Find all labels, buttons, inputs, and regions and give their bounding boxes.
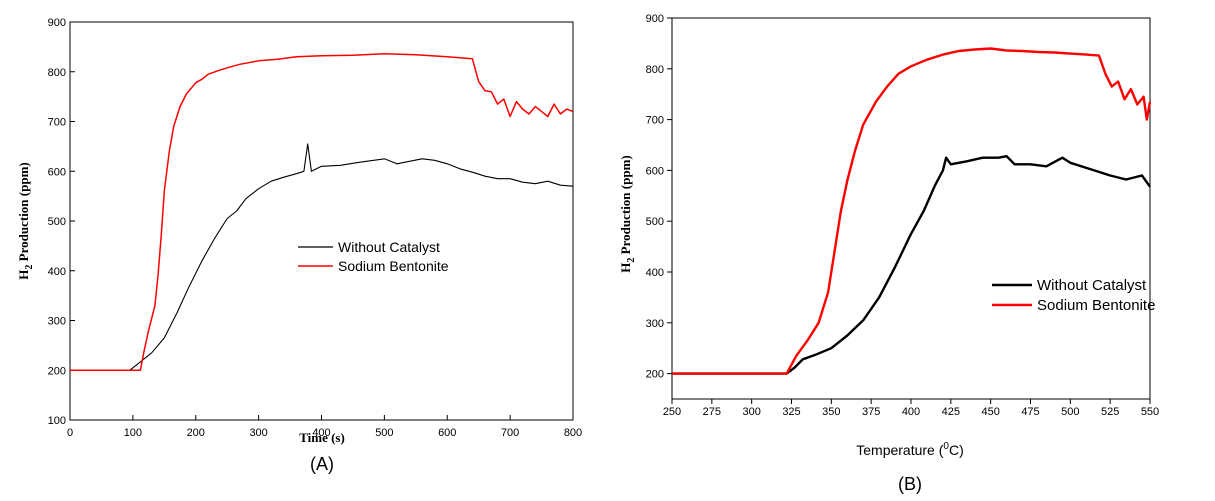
- b-ytick-label: 600: [646, 165, 664, 177]
- b-series-without-catalyst: [672, 154, 1151, 375]
- x-axis-title-a: Time (s): [299, 430, 345, 445]
- plot-frame-b: [671, 17, 1151, 400]
- b-ytick-label: 800: [646, 64, 664, 76]
- y-axis-a: 100 200 300 400 500 600 700 800 900: [48, 17, 75, 427]
- a-ytick-label: 200: [48, 365, 66, 377]
- a-ytick-label: 700: [48, 117, 66, 129]
- a-ytick-label: 900: [48, 17, 66, 29]
- x-axis-title-b: Temperature (0C): [856, 441, 964, 458]
- a-xtick-label: 100: [124, 427, 142, 439]
- b-xtick-label: 400: [902, 406, 920, 418]
- chart-panel-b: 200 300 400 500 600 700 800 900 250 275 300 325 350…: [618, 13, 1159, 494]
- b-ytick-label: 900: [646, 13, 664, 25]
- a-xtick-label: 500: [375, 427, 393, 439]
- a-xtick-label: 300: [249, 427, 267, 439]
- b-xtick-label: 500: [1061, 406, 1079, 418]
- a-ytick-label: 100: [48, 415, 66, 427]
- series-group-b: [672, 47, 1152, 375]
- b-xtick-label: 525: [1101, 406, 1119, 418]
- b-xtick-label: 425: [942, 406, 960, 418]
- b-xtick-label: 350: [822, 406, 840, 418]
- a-xtick-label: 200: [187, 427, 205, 439]
- a-xtick-label: 600: [438, 427, 456, 439]
- x-axis-a: 0 100 200 300 400 500 600 700 800: [67, 415, 582, 439]
- b-ytick-label: 300: [646, 318, 664, 330]
- b-xtick-label: 275: [703, 406, 721, 418]
- legend-label-sodium-bentonite-b: Sodium Bentonite: [1037, 297, 1155, 314]
- b-xtick-label: 550: [1141, 406, 1159, 418]
- a-xtick-label: 400: [312, 427, 330, 439]
- b-xtick-label: 475: [1021, 406, 1039, 418]
- a-xtick-label: 700: [501, 427, 519, 439]
- a-ytick-label: 500: [48, 216, 66, 228]
- legend-a: Without Catalyst Sodium Bentonite: [298, 239, 449, 274]
- b-xtick-label: 250: [663, 406, 681, 418]
- legend-label-without-catalyst-a: Without Catalyst: [338, 239, 440, 255]
- b-ytick-label: 200: [646, 369, 664, 381]
- y-axis-title-b: H2 Production (ppm): [618, 155, 637, 272]
- a-xtick-label: 0: [67, 427, 73, 439]
- b-xtick-label: 300: [742, 406, 760, 418]
- b-ytick-label: 500: [646, 216, 664, 228]
- b-xtick-label: 450: [981, 406, 999, 418]
- series-group-a: [70, 53, 574, 372]
- b-ytick-label: 400: [646, 267, 664, 279]
- a-ytick-label: 300: [48, 316, 66, 328]
- b-ytick-label: 700: [646, 115, 664, 127]
- a-ytick-label: 800: [48, 67, 66, 79]
- legend-label-without-catalyst-b: Without Catalyst: [1037, 277, 1147, 294]
- panel-label-a: (A): [310, 454, 334, 474]
- y-axis-title-a: H2 Production (ppm): [16, 162, 35, 279]
- b-xtick-label: 375: [862, 406, 880, 418]
- b-xtick-label: 325: [782, 406, 800, 418]
- plot-frame-a: [69, 21, 574, 421]
- a-series-sodium-bentonite: [70, 53, 574, 372]
- legend-b: Without Catalyst Sodium Bentonite: [992, 277, 1155, 314]
- a-xtick-label: 800: [564, 427, 582, 439]
- legend-label-sodium-bentonite-a: Sodium Bentonite: [338, 258, 449, 274]
- a-ytick-label: 400: [48, 266, 66, 278]
- b-series-sodium-bentonite: [672, 47, 1152, 375]
- x-axis-b: 250 275 300 325 350 375 400 425 450 475 500 525 550: [663, 399, 1159, 418]
- panel-label-b: (B): [898, 474, 922, 494]
- a-ytick-label: 600: [48, 166, 66, 178]
- a-series-without-catalyst: [70, 143, 574, 371]
- y-axis-b: 200 300 400 500 600 700 800 900: [646, 13, 672, 381]
